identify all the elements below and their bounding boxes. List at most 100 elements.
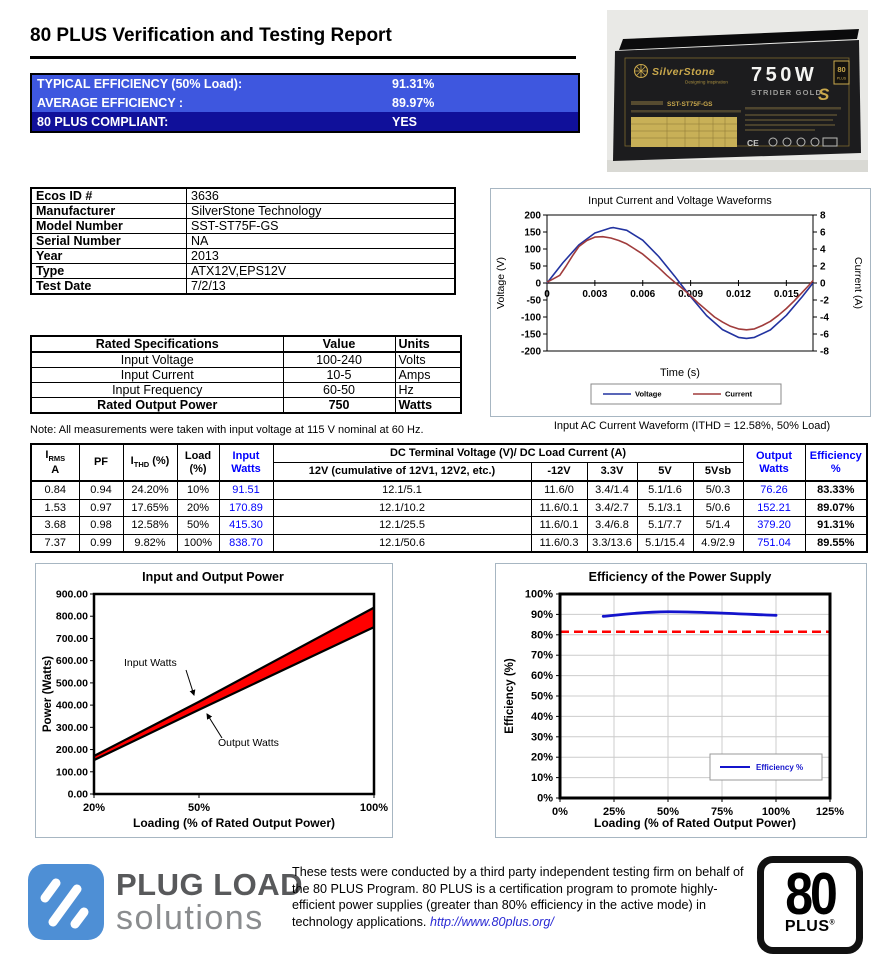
waveform-chart: Input Current and Voltage Waveforms -200 -… [490,188,871,417]
series-text: STRIDER GOLD [751,88,822,97]
summary-value: 89.97% [392,96,435,111]
table-cell: 170.89 [218,498,274,517]
info-value: SilverStone Technology [186,203,456,219]
svg-text:200.00: 200.00 [56,744,88,756]
table-row: 0.84 0.94 24.20% 10% 91.51 12.1/5.1 11.6/0 3.4/… [30,480,868,500]
table-cell: Rated Output Power [30,397,284,414]
80plus-link[interactable]: http://www.80plus.org/ [429,914,554,929]
table-cell: 5.1/7.7 [636,516,694,535]
svg-text:0: 0 [544,289,550,300]
svg-text:150: 150 [524,228,541,239]
table-cell: 751.04 [742,533,806,553]
table-cell: 379.20 [742,516,806,535]
svg-text:200: 200 [524,211,541,222]
info-label: Model Number [30,218,187,234]
rated-specifications-table: Rated Specifications Value Units Input V… [30,335,462,414]
table-cell: 24.20% [122,480,178,500]
column-header-output-watts: Output Watts [742,443,806,482]
table-cell: 89.55% [804,533,868,553]
svg-text:Input Current and Voltage Wave: Input Current and Voltage Waveforms [588,195,772,207]
column-header: Value [282,335,396,353]
summary-label: AVERAGE EFFICIENCY : [37,96,184,111]
table-cell: 11.6/0 [530,480,588,500]
svg-text:900.00: 900.00 [56,589,88,601]
svg-text:300.00: 300.00 [56,722,88,734]
brand-tagline: Designing Inspiration [685,80,728,85]
wattage-text: 750W [751,64,817,86]
table-cell: 3.68 [30,516,80,535]
info-value: 2013 [186,248,456,264]
svg-text:0.006: 0.006 [630,289,655,300]
table-cell: 0.84 [30,480,80,500]
power-chart: Input and Output Power 0.00 100.00 200.00 30… [35,563,393,838]
waveform-caption: Input AC Current Waveform (ITHD = 12.58%… [553,420,831,432]
table-cell: Watts [394,397,462,414]
unit-info-table: Ecos ID #3636 Manufacturer SilverStone Tec… [30,187,456,295]
table-cell: 415.30 [218,516,274,535]
info-label: Test Date [30,278,187,295]
column-header-ithd: ITHD (%) [122,443,178,482]
table-cell: 91.31% [804,516,868,535]
svg-text:-6: -6 [820,330,829,341]
column-header-load: Load (%) [176,443,220,482]
table-cell: 5.1/3.1 [636,498,694,517]
svg-text:Voltage (V): Voltage (V) [495,257,507,309]
table-row: Serial Number NA [30,233,456,249]
svg-text:-4: -4 [820,313,829,324]
column-header-dc-span: DC Terminal Voltage (V)/ DC Load Current… [272,443,744,463]
table-cell: Input Frequency [30,382,284,398]
badge-number: 80 [785,860,838,928]
svg-text:-50: -50 [527,296,542,307]
svg-text:20%: 20% [531,752,553,764]
svg-text:0.015: 0.015 [774,289,799,300]
info-label: Type [30,263,187,279]
table-row: Manufacturer SilverStone Technology [30,203,456,219]
svg-text:Efficiency (%): Efficiency (%) [504,658,516,734]
svg-text:0.00: 0.00 [68,789,89,801]
column-header: Units [394,335,462,353]
svg-text:Output Watts: Output Watts [218,737,279,749]
table-row: Input Current 10-5 Amps [30,367,462,383]
table-cell: Input Voltage [30,351,284,368]
table-cell: 91.51 [218,480,274,500]
table-cell: 11.6/0.1 [530,516,588,535]
plug-load-logo-text: PLUG LOAD solutions [116,869,303,935]
info-value: 7/2/13 [186,278,456,295]
badge-word: PLUS® [784,918,836,935]
svg-text:-200: -200 [521,347,541,358]
gold-badge: 80 PLUS [833,60,850,85]
table-cell: Hz [394,382,462,398]
product-photo: SilverStone Designing Inspiration 750W S… [607,10,868,172]
info-label: Year [30,248,187,264]
table-cell: 9.82% [122,533,178,553]
table-row: 3.68 0.98 12.58% 50% 415.30 12.1/25.5 11.6/0.1… [30,516,868,535]
svg-text:100: 100 [524,245,541,256]
table-cell: 0.97 [78,498,124,517]
svg-text:60%: 60% [531,670,553,682]
svg-text:Time (s): Time (s) [660,367,700,379]
svg-text:400.00: 400.00 [56,700,88,712]
table-header-row: IRMS A PF ITHD (%) Load (%) Input Watts DC … [30,443,868,482]
table-cell: 100-240 [282,351,396,368]
info-value: SST-ST75F-GS [186,218,456,234]
svg-text:Input Watts: Input Watts [124,657,177,669]
svg-text:0%: 0% [537,793,553,805]
table-cell: 152.21 [742,498,806,517]
svg-text:0: 0 [820,279,826,290]
svg-text:100%: 100% [762,806,790,818]
table-row: Input Voltage 100-240 Volts [30,351,462,368]
measurement-note: Note: All measurements were taken with i… [30,424,424,436]
table-cell: 0.94 [78,480,124,500]
column-header-pf: PF [78,443,124,482]
table-cell: 7.37 [30,533,80,553]
svg-text:0.003: 0.003 [582,289,607,300]
table-cell: 838.70 [218,533,274,553]
summary-row: AVERAGE EFFICIENCY : 89.97% [32,93,578,113]
table-header-row: Rated Specifications Value Units [30,335,462,353]
table-cell: 5.1/15.4 [636,533,694,553]
svg-text:CE: CE [747,138,759,148]
logo-line-2: solutions [116,899,264,937]
svg-text:50: 50 [530,262,542,273]
table-cell: 5.1/1.6 [636,480,694,500]
